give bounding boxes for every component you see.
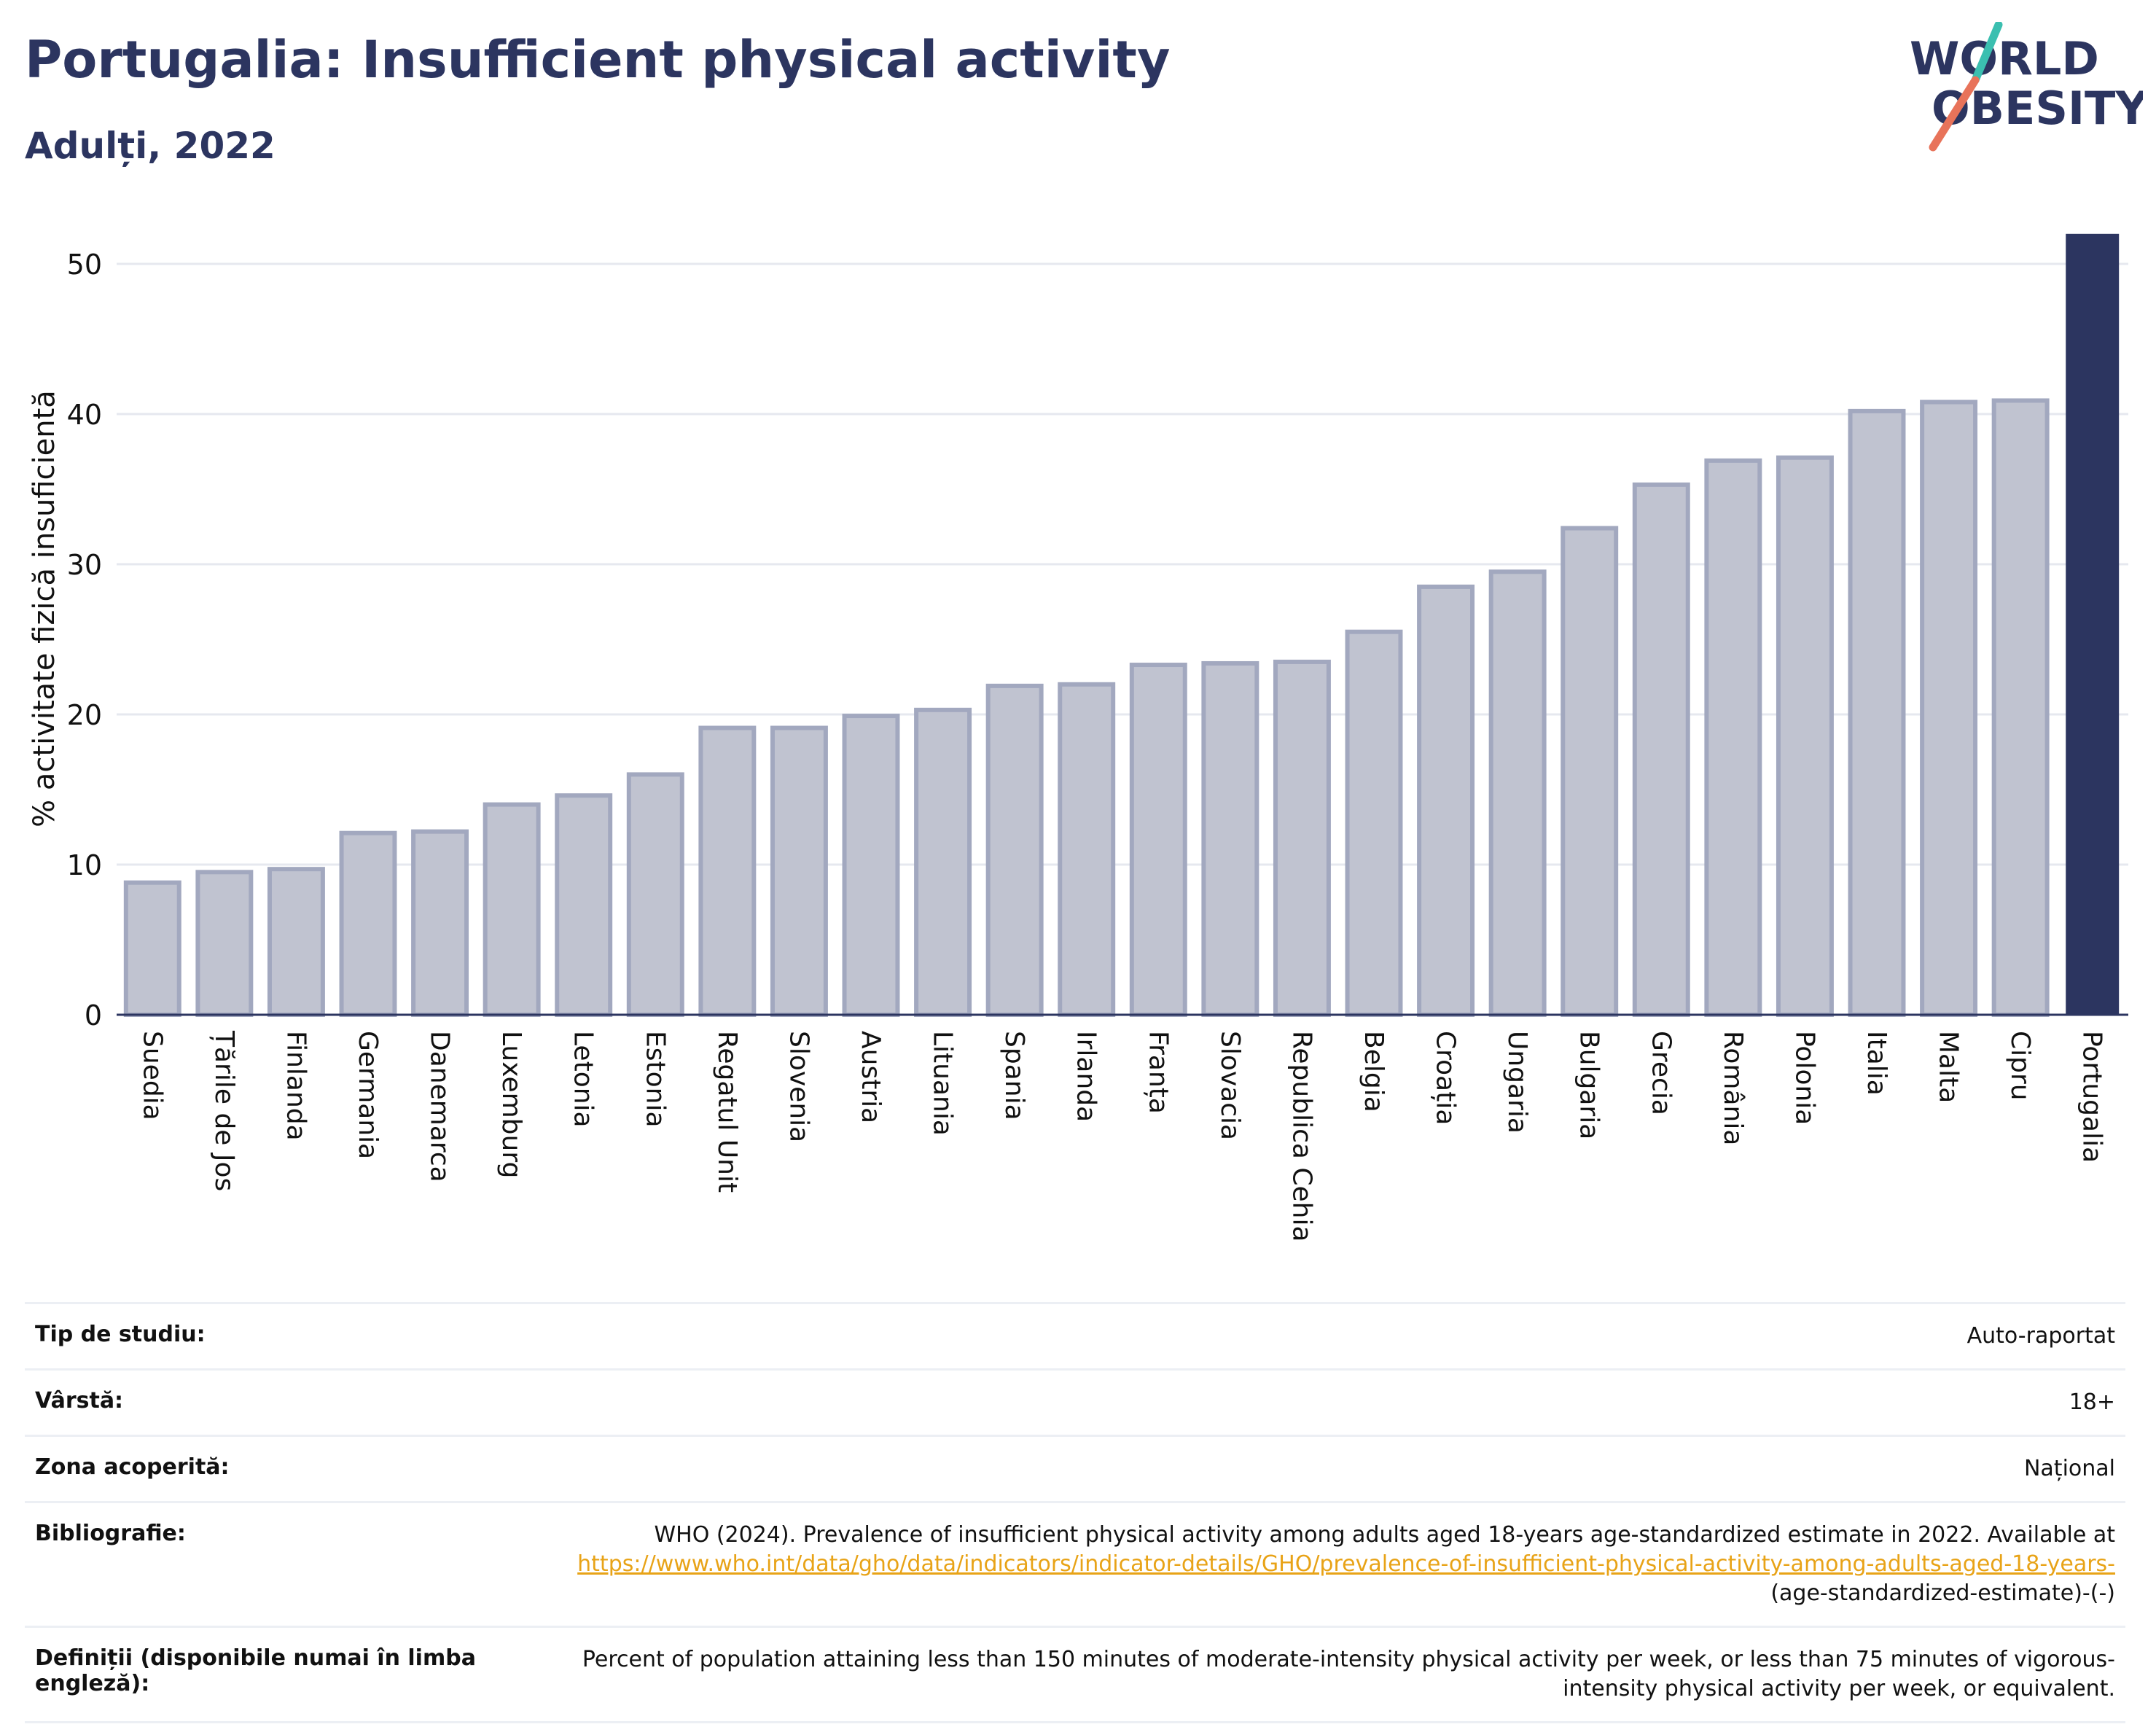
meta-value: WHO (2024). Prevalence of insufficient p… (512, 1501, 2125, 1628)
bar-country (770, 725, 828, 1017)
logo-slash-teal (1971, 22, 2003, 85)
bar-country (698, 725, 757, 1017)
x-tick-label: Spania (999, 1031, 1029, 1120)
world-obesity-logo: WORLD OBESITY (1910, 22, 2143, 152)
x-tick-label: Italia (1862, 1031, 1891, 1096)
x-tick-label: Luxemburg (496, 1031, 526, 1178)
bar-country (1920, 399, 1978, 1017)
meta-label: Tip de studiu: (25, 1302, 512, 1371)
x-tick-label: Austria (856, 1031, 886, 1123)
x-tick-label: Republica Cehia (1286, 1031, 1316, 1242)
bibliography-link[interactable]: https://www.who.int/data/gho/data/indica… (577, 1551, 2115, 1577)
x-tick-label: Germania (353, 1031, 383, 1159)
x-tick-label: Letonia (569, 1031, 598, 1128)
metadata-table: Tip de studiu: Auto-raportat Vârstă: 18+… (25, 1302, 2125, 1723)
bar-country (1488, 569, 1547, 1017)
x-tick-label: Danemarca (425, 1031, 455, 1182)
bar-country (411, 829, 469, 1018)
meta-row-bibliography: Bibliografie: WHO (2024). Prevalence of … (25, 1501, 2125, 1628)
axes: 0 10 20 30 40 50 Suedia Țările de Jos Finlanda Ge… (67, 249, 2128, 1242)
bar-highlight (2066, 233, 2120, 1015)
x-tick-label: Ungaria (1502, 1031, 1532, 1134)
meta-value: Auto-raportat (512, 1302, 2125, 1371)
x-tick-label: Regatul Unit (712, 1031, 742, 1193)
x-tick-label: Croația (1431, 1031, 1461, 1125)
bar-country (1345, 629, 1403, 1017)
x-tick-label: Polonia (1789, 1031, 1819, 1125)
meta-row-coverage: Zona acoperită: Național (25, 1435, 2125, 1503)
meta-row-study-type: Tip de studiu: Auto-raportat (25, 1302, 2125, 1371)
x-tick-label: Bulgaria (1574, 1031, 1604, 1139)
y-tick-label: 30 (67, 549, 102, 581)
logo-slash-coral (1929, 76, 1980, 152)
y-tick-label: 20 (67, 699, 102, 731)
x-tick-label: Irlanda (1071, 1031, 1101, 1122)
x-tick-label: Finlanda (281, 1031, 310, 1141)
bar-country (123, 880, 181, 1017)
chart-title: Portugalia: Insufficient physical activi… (25, 30, 1171, 90)
bars (123, 233, 2120, 1018)
y-tick-label: 10 (67, 849, 102, 881)
bar-country (1417, 584, 1475, 1017)
meta-label: Zona acoperită: (25, 1435, 512, 1503)
bar-country (1561, 526, 1619, 1017)
bar-country (914, 707, 972, 1017)
logo-text-world: WORLD (1910, 32, 2099, 85)
meta-label: Definiții (disponibile numai în limba en… (25, 1626, 512, 1723)
y-tick-label: 50 (67, 249, 102, 281)
bibliography-text: WHO (2024). Prevalence of insufficient p… (654, 1522, 2115, 1548)
bar-country (339, 830, 397, 1017)
chart-subtitle: Adulți, 2022 (25, 125, 276, 167)
x-tick-label: Slovenia (784, 1031, 813, 1142)
bar-country (1991, 398, 2050, 1017)
meta-label: Vârstă: (25, 1368, 512, 1437)
x-tick-label: Suedia (137, 1031, 167, 1120)
y-tick-label: 40 (67, 399, 102, 431)
meta-label: Bibliografie: (25, 1501, 512, 1628)
bar-country (1129, 663, 1187, 1018)
bar-country (1776, 455, 1834, 1017)
x-tick-label: Franța (1143, 1031, 1173, 1114)
bar-country (985, 683, 1044, 1017)
bar-country (1273, 659, 1331, 1018)
bar-country (1632, 482, 1690, 1017)
bar-country (842, 714, 900, 1017)
bibliography-suffix: (age-standardized-estimate)-(-) (1770, 1580, 2115, 1606)
x-tick-label: România (1718, 1031, 1748, 1145)
bar-country (555, 793, 613, 1017)
meta-value: 18+ (512, 1368, 2125, 1437)
bar-country (626, 772, 684, 1018)
bar-country (195, 870, 254, 1018)
x-tick-label: Lituania (928, 1031, 958, 1136)
x-tick-label: Estonia (640, 1031, 670, 1128)
bar-country (1058, 682, 1116, 1017)
x-tick-label: Malta (1934, 1031, 1964, 1103)
y-tick-label: 0 (85, 999, 102, 1032)
x-tick-label: Slovacia (1215, 1031, 1245, 1140)
meta-value: Național (512, 1435, 2125, 1503)
x-tick-label: Grecia (1646, 1031, 1676, 1115)
x-tick-label: Portugalia (2077, 1031, 2107, 1163)
bar-country (1704, 458, 1762, 1017)
meta-row-definitions: Definiții (disponibile numai în limba en… (25, 1626, 2125, 1723)
meta-value: Percent of population attaining less tha… (512, 1626, 2125, 1723)
x-tick-label: Belgia (1359, 1031, 1388, 1112)
bar-country (1848, 408, 1906, 1017)
bar-chart: 0 10 20 30 40 50 Suedia Țările de Jos Finlanda Ge… (28, 233, 2128, 1242)
bar-country (1201, 660, 1259, 1018)
meta-row-age: Vârstă: 18+ (25, 1368, 2125, 1437)
y-axis-label: % activitate fizică insuficientă (28, 390, 61, 827)
bar-country (483, 802, 541, 1017)
x-tick-label: Cipru (2005, 1031, 2035, 1101)
x-tick-label: Țările de Jos (209, 1030, 239, 1191)
bar-country (267, 867, 325, 1018)
